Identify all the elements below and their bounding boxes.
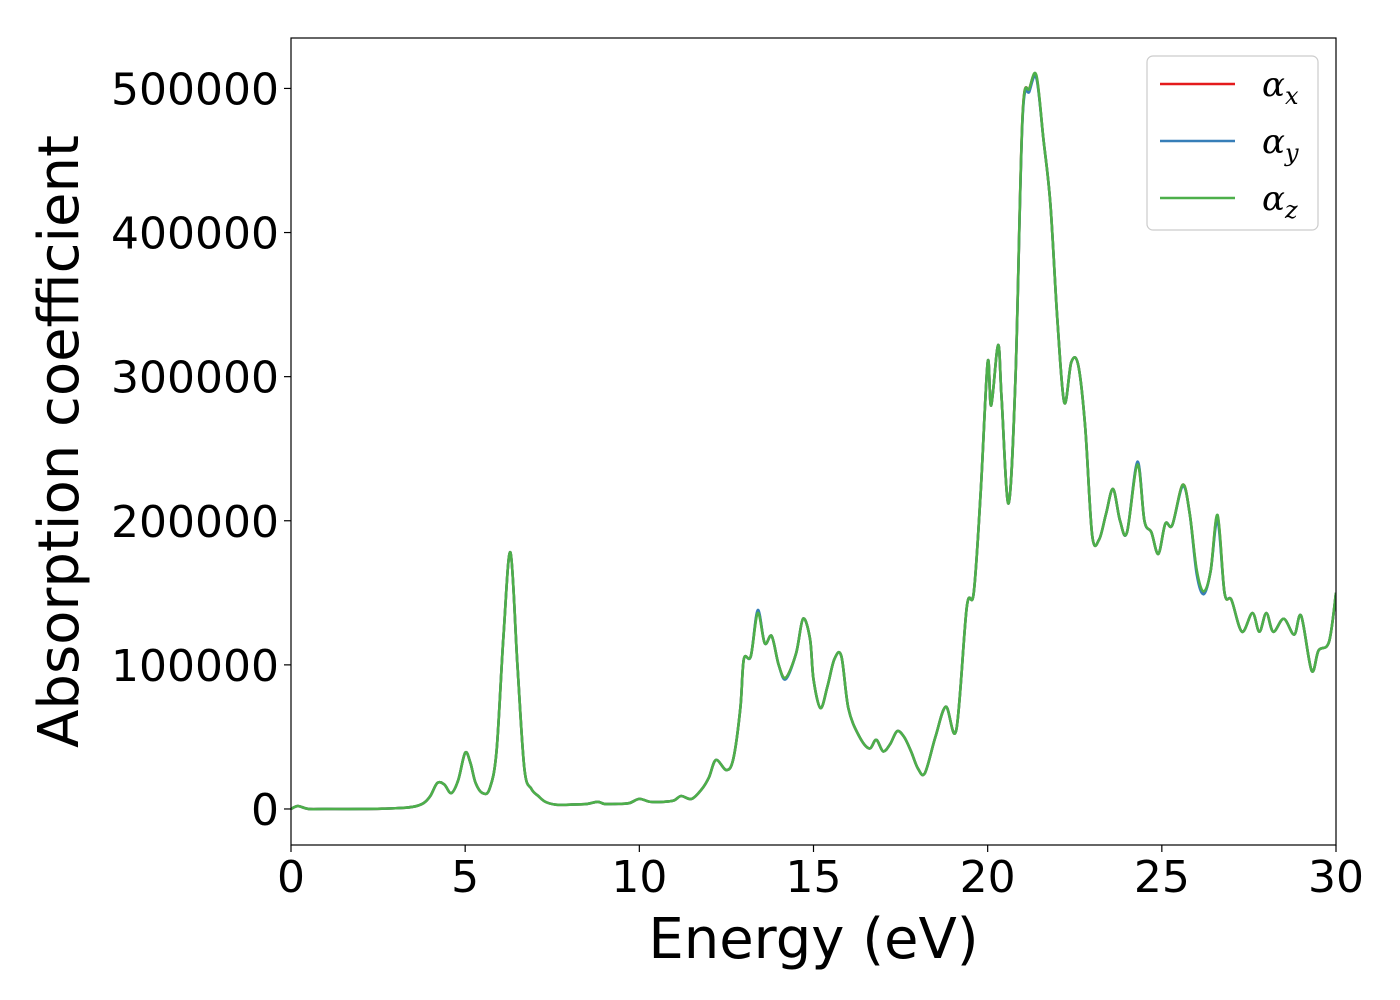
y-axis-label: Absorption coefficient (27, 135, 92, 748)
x-axis: 0 5 10 15 20 25 30 (277, 845, 1364, 903)
x-tick-label: 0 (277, 852, 305, 903)
x-tick-label: 10 (611, 852, 667, 903)
y-tick-label: 500000 (111, 64, 279, 115)
x-tick-label: 20 (960, 852, 1016, 903)
y-tick-label: 200000 (111, 497, 279, 548)
plot-frame (290, 37, 1337, 846)
y-tick-label: 0 (251, 785, 279, 836)
y-axis: 0 100000 200000 300000 400000 500000 (111, 64, 291, 836)
x-tick-label: 5 (451, 852, 479, 903)
y-tick-label: 100000 (111, 641, 279, 692)
y-tick-label: 400000 (111, 209, 279, 260)
x-tick-label: 30 (1308, 852, 1364, 903)
plot-area (291, 71, 1336, 811)
y-tick-label: 300000 (111, 353, 279, 404)
series-line-z (291, 71, 1336, 811)
legend-box (1146, 55, 1319, 231)
x-tick-label: 25 (1134, 852, 1190, 903)
x-axis-label: Energy (eV) (648, 907, 978, 972)
x-tick-label: 15 (786, 852, 842, 903)
